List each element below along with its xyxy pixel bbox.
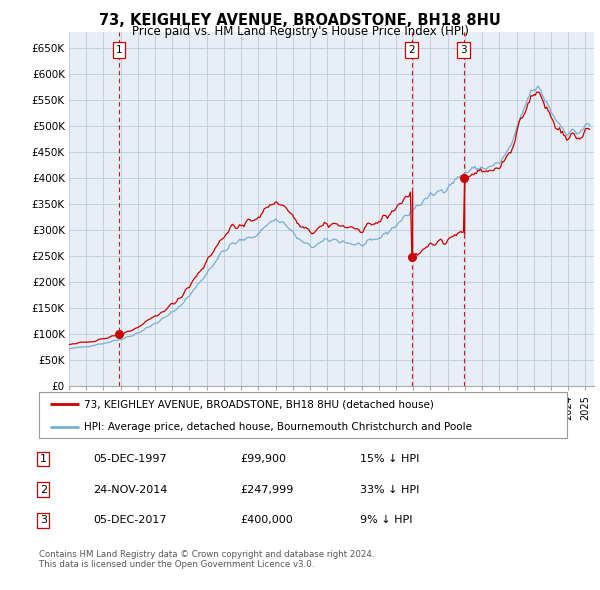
- Text: 05-DEC-2017: 05-DEC-2017: [93, 516, 167, 525]
- Text: 9% ↓ HPI: 9% ↓ HPI: [360, 516, 413, 525]
- Text: 2: 2: [40, 485, 47, 494]
- Text: Price paid vs. HM Land Registry's House Price Index (HPI): Price paid vs. HM Land Registry's House …: [131, 25, 469, 38]
- Text: £400,000: £400,000: [240, 516, 293, 525]
- FancyBboxPatch shape: [39, 392, 567, 438]
- Text: 15% ↓ HPI: 15% ↓ HPI: [360, 454, 419, 464]
- Text: 2: 2: [408, 45, 415, 55]
- Text: £247,999: £247,999: [240, 485, 293, 494]
- Text: 1: 1: [40, 454, 47, 464]
- Text: 24-NOV-2014: 24-NOV-2014: [93, 485, 167, 494]
- Text: 73, KEIGHLEY AVENUE, BROADSTONE, BH18 8HU (detached house): 73, KEIGHLEY AVENUE, BROADSTONE, BH18 8H…: [84, 399, 434, 409]
- Text: 3: 3: [40, 516, 47, 525]
- Text: HPI: Average price, detached house, Bournemouth Christchurch and Poole: HPI: Average price, detached house, Bour…: [84, 422, 472, 432]
- Text: 73, KEIGHLEY AVENUE, BROADSTONE, BH18 8HU: 73, KEIGHLEY AVENUE, BROADSTONE, BH18 8H…: [99, 13, 501, 28]
- Text: 05-DEC-1997: 05-DEC-1997: [93, 454, 167, 464]
- Text: Contains HM Land Registry data © Crown copyright and database right 2024.: Contains HM Land Registry data © Crown c…: [39, 550, 374, 559]
- Text: 33% ↓ HPI: 33% ↓ HPI: [360, 485, 419, 494]
- Text: £99,900: £99,900: [240, 454, 286, 464]
- Text: 1: 1: [116, 45, 122, 55]
- Text: 3: 3: [460, 45, 467, 55]
- Text: This data is licensed under the Open Government Licence v3.0.: This data is licensed under the Open Gov…: [39, 560, 314, 569]
